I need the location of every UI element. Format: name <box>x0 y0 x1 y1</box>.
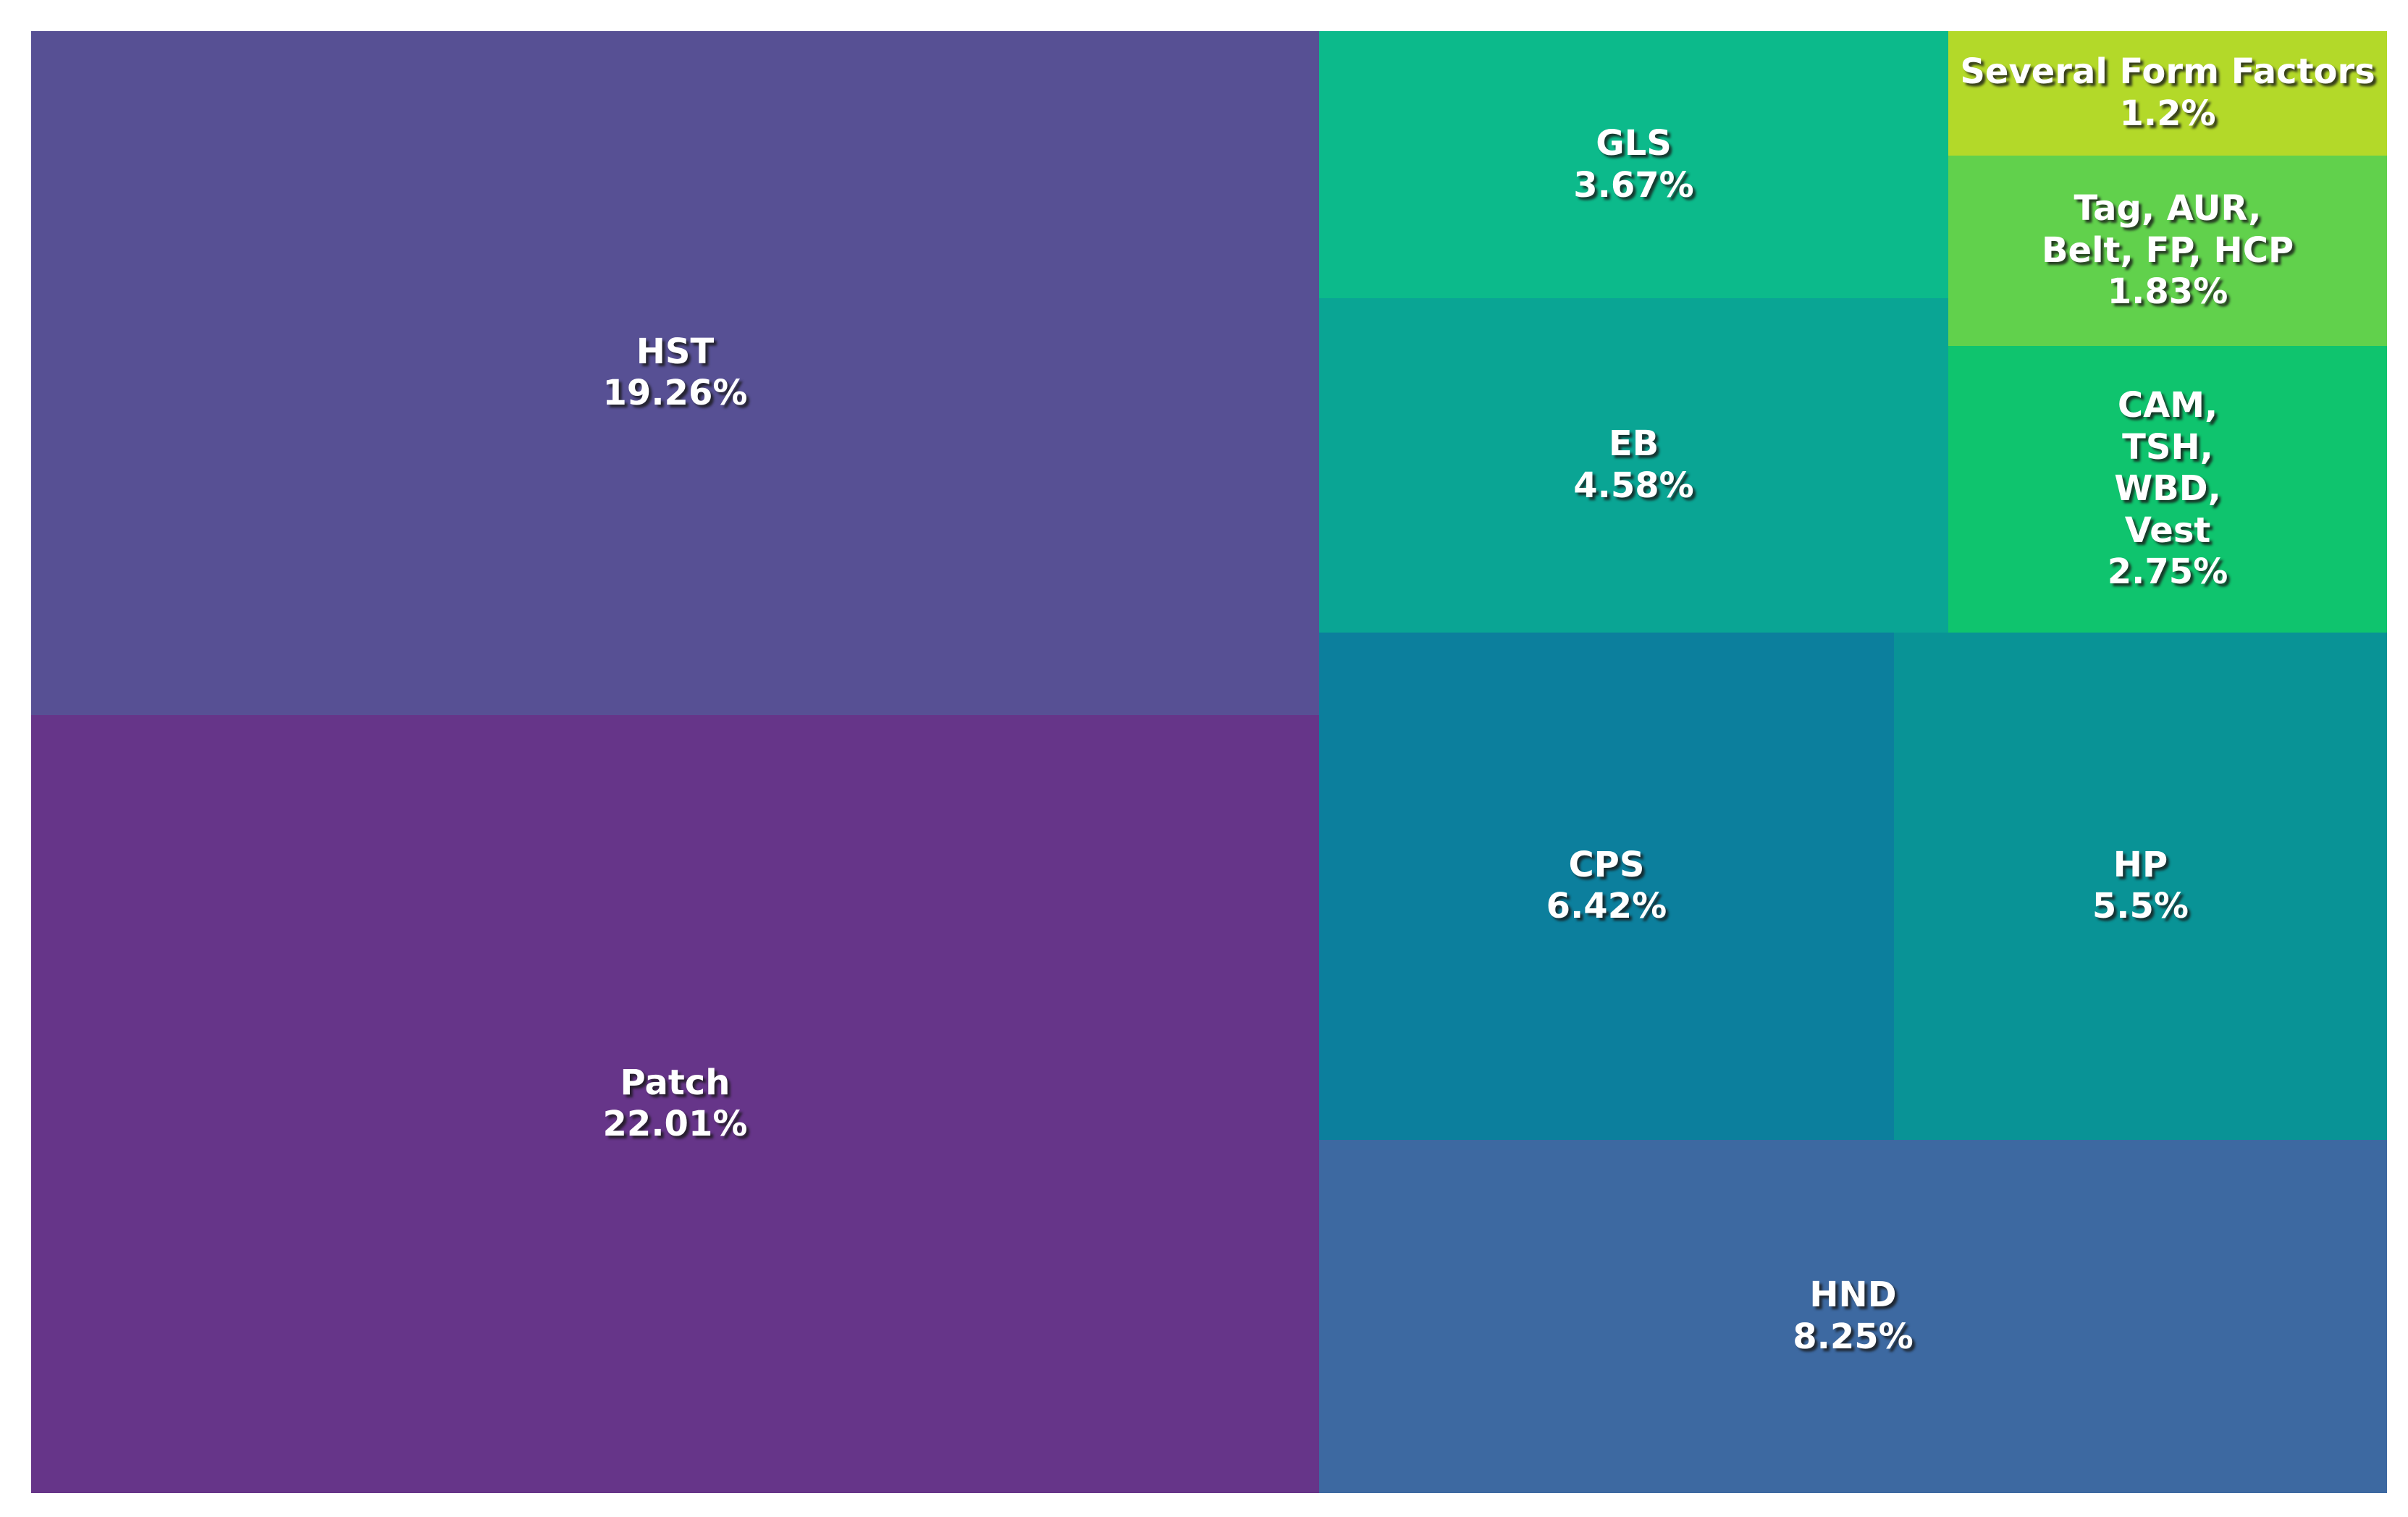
tile-label-group: GLS 3.67% <box>1319 31 1948 298</box>
tile-label-group: HND 8.25% <box>1319 1140 2387 1493</box>
tile-percent: 2.75% <box>2107 552 2228 593</box>
tile-name: HST <box>636 331 715 372</box>
treemap-tile-hp[interactable]: HP 5.5% <box>1893 633 2387 1140</box>
tile-name: CPS <box>1568 844 1645 885</box>
tile-name: EB <box>1608 423 1659 465</box>
tile-percent: 1.83% <box>2107 271 2228 313</box>
treemap-tile-hnd[interactable]: HND 8.25% <box>1318 1139 2387 1493</box>
tile-percent: 22.01% <box>602 1104 748 1145</box>
treemap-tile-patch[interactable]: Patch 22.01% <box>31 714 1319 1493</box>
tile-label-group: EB 4.58% <box>1319 298 1948 633</box>
tile-name: HP <box>2113 844 2168 885</box>
tile-label-group: Several Form Factors 1.2% <box>1948 31 2387 156</box>
treemap-tile-cps[interactable]: CPS 6.42% <box>1318 633 1894 1140</box>
treemap-tile-hst[interactable]: HST 19.26% <box>31 31 1319 715</box>
tile-percent: 1.2% <box>2119 93 2216 134</box>
tile-percent: 8.25% <box>1793 1316 1914 1357</box>
tile-label-group: HST 19.26% <box>31 31 1319 715</box>
tile-label-group: CPS 6.42% <box>1319 633 1894 1140</box>
treemap-tile-eb[interactable]: EB 4.58% <box>1318 298 1949 633</box>
tile-percent: 4.58% <box>1573 465 1694 507</box>
tile-name: GLS <box>1596 122 1672 164</box>
tile-name: HND <box>1809 1275 1897 1316</box>
tile-name: CAM, TSH, WBD, Vest <box>2114 384 2221 551</box>
tile-name: Patch <box>620 1062 731 1103</box>
treemap-tile-gls[interactable]: GLS 3.67% <box>1318 31 1949 299</box>
tile-percent: 5.5% <box>2092 886 2189 927</box>
tile-percent: 6.42% <box>1546 886 1667 927</box>
treemap-tile-several-form-factors[interactable]: Several Form Factors 1.2% <box>1948 31 2387 156</box>
tile-label-group: Patch 22.01% <box>31 715 1319 1493</box>
tile-percent: 3.67% <box>1573 164 1694 206</box>
treemap-tile-cam-tsh-wbd-vest[interactable]: CAM, TSH, WBD, Vest 2.75% <box>1948 345 2387 633</box>
tile-name: Tag, AUR, Belt, FP, HCP <box>2041 188 2294 271</box>
treemap-chart: HST 19.26% Patch 22.01% GLS 3.67% EB 4.5… <box>31 31 2387 1493</box>
tile-label-group: HP 5.5% <box>1894 633 2387 1140</box>
treemap-tile-tag-aur-belt-fp-hcp[interactable]: Tag, AUR, Belt, FP, HCP 1.83% <box>1948 155 2387 346</box>
tile-percent: 19.26% <box>602 373 748 414</box>
tile-label-group: Tag, AUR, Belt, FP, HCP 1.83% <box>1948 156 2387 346</box>
tile-label-group: CAM, TSH, WBD, Vest 2.75% <box>1948 346 2387 633</box>
tile-name: Several Form Factors <box>1960 51 2375 93</box>
